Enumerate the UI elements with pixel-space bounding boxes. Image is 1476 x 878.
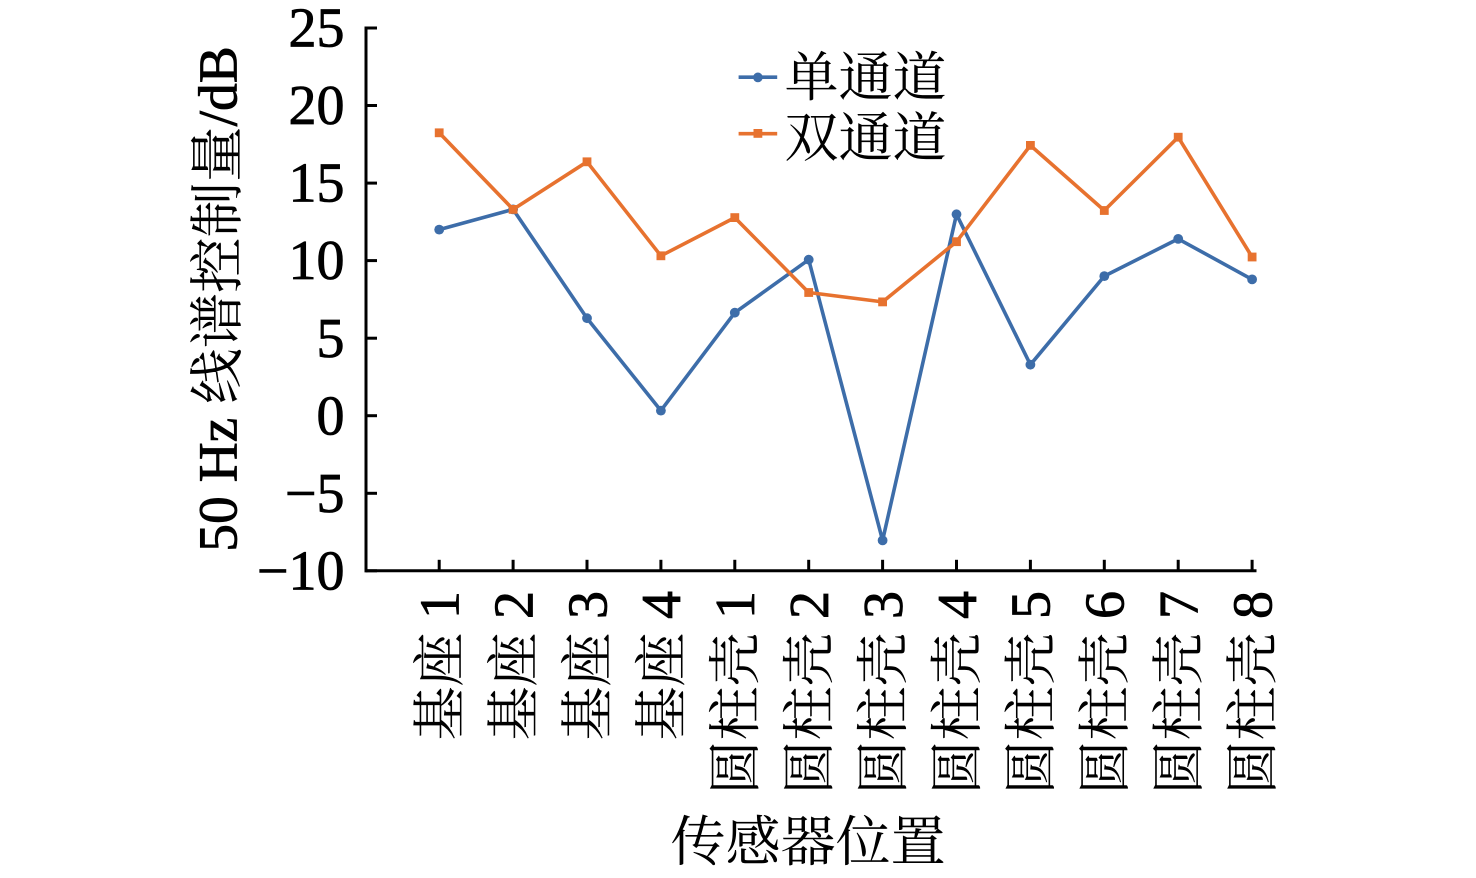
svg-text:1: 1: [705, 591, 767, 619]
svg-text:5: 5: [1001, 591, 1063, 619]
svg-text:4: 4: [927, 591, 989, 619]
svg-text:1: 1: [410, 591, 472, 619]
svg-text:2: 2: [483, 591, 545, 619]
svg-text:10: 10: [289, 230, 345, 292]
svg-text:6: 6: [1075, 591, 1137, 619]
svg-text:7: 7: [1149, 591, 1211, 619]
svg-text:2: 2: [779, 591, 841, 619]
svg-text:0: 0: [317, 385, 345, 447]
svg-text:25: 25: [289, 0, 345, 60]
svg-text:3: 3: [557, 591, 619, 619]
svg-text:5: 5: [317, 308, 345, 370]
svg-text:4: 4: [631, 591, 693, 619]
svg-text:15: 15: [289, 153, 345, 215]
svg-text:20: 20: [289, 75, 345, 137]
svg-text:8: 8: [1222, 591, 1284, 619]
svg-text:50 Hz: 50 Hz: [189, 418, 250, 552]
svg-text:3: 3: [853, 591, 915, 619]
svg-text:−5: −5: [285, 463, 345, 525]
svg-text:−10: −10: [257, 540, 345, 602]
svg-text:/dB: /dB: [189, 46, 250, 126]
